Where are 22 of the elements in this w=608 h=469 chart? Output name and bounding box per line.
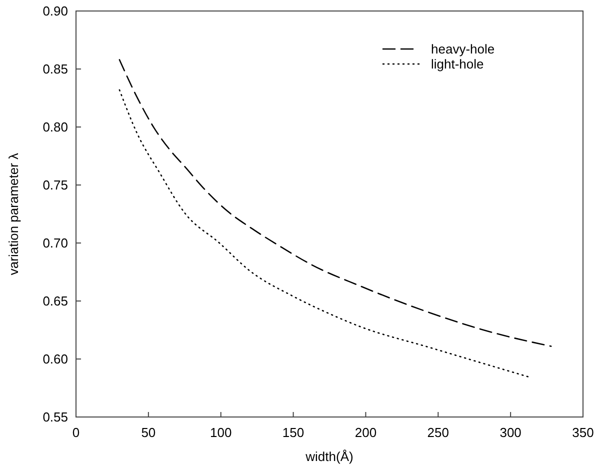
line-series <box>118 89 532 378</box>
legend-label: light-hole <box>431 56 484 72</box>
x-tick-label: 50 <box>141 425 156 440</box>
x-tick-label: 100 <box>210 425 232 440</box>
y-tick-label: 0.65 <box>42 294 68 309</box>
x-tick-label: 350 <box>572 425 594 440</box>
y-tick-label: 0.60 <box>42 352 68 367</box>
y-tick-label: 0.80 <box>42 120 68 135</box>
y-axis-title: variation parameter λ <box>6 152 21 276</box>
x-tick-label: 250 <box>427 425 449 440</box>
x-tick-label: 200 <box>354 425 377 440</box>
x-tick-label: 300 <box>500 425 522 440</box>
y-tick-label: 0.55 <box>42 410 68 425</box>
y-tick-label: 0.85 <box>42 62 68 77</box>
x-tick-label: 150 <box>282 425 304 440</box>
x-tick-label: 0 <box>72 425 80 440</box>
line-series <box>118 59 552 347</box>
y-tick-label: 0.70 <box>42 236 68 251</box>
y-tick-label: 0.90 <box>42 4 68 19</box>
y-tick-label: 0.75 <box>42 178 68 193</box>
x-axis-title: width(Å) <box>304 449 354 464</box>
legend-label: heavy-hole <box>431 42 495 57</box>
